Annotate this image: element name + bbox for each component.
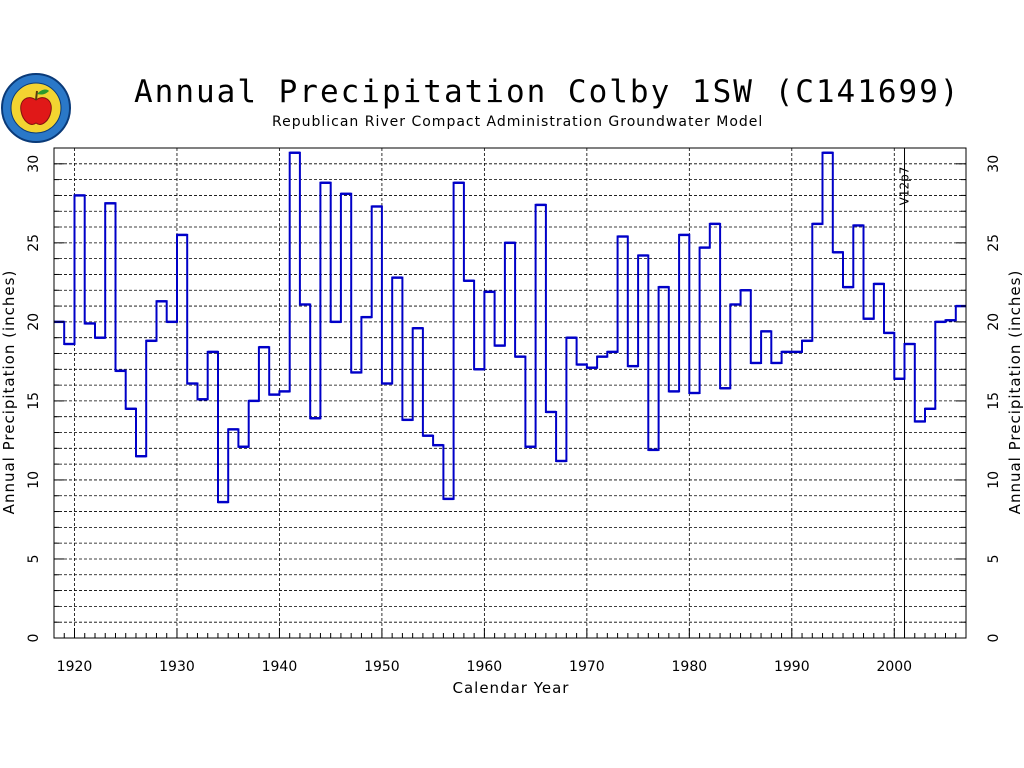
plot-frame <box>53 147 967 639</box>
y-tick-label-left: 30 <box>26 155 42 173</box>
y-tick-label-left: 10 <box>26 471 42 489</box>
y-axis-label-left: Annual Precipitation (inches) <box>0 270 18 515</box>
x-tick-label: 1980 <box>672 659 708 675</box>
x-tick-label: 1930 <box>159 659 195 675</box>
precipitation-series-line <box>54 151 966 504</box>
x-tick-label: 1940 <box>262 659 298 675</box>
chart-subtitle: Republican River Compact Administration … <box>272 114 764 130</box>
y-tick-label-left: 15 <box>26 392 42 410</box>
y-tick-label-left: 20 <box>26 313 42 331</box>
annotation-label: V12p7 <box>898 167 912 206</box>
y-tick-label-right: 30 <box>986 155 1002 173</box>
y-tick-label-right: 0 <box>986 634 1002 643</box>
y-tick-label-right: 10 <box>986 471 1002 489</box>
x-tick-label: 1990 <box>774 659 810 675</box>
y-tick-label-right: 25 <box>986 234 1002 252</box>
x-tick-label: 1960 <box>467 659 503 675</box>
x-axis-label: Calendar Year <box>453 679 570 697</box>
x-tick-label: 1950 <box>364 659 400 675</box>
y-tick-label-left: 0 <box>26 634 42 643</box>
chart-title: Annual Precipitation Colby 1SW (C141699) <box>134 74 961 110</box>
y-tick-label-right: 5 <box>986 555 1002 564</box>
y-tick-label-right: 15 <box>986 392 1002 410</box>
x-tick-label: 1970 <box>569 659 605 675</box>
x-tick-label: 1920 <box>57 659 93 675</box>
y-tick-label-left: 5 <box>26 555 42 564</box>
x-tick-label: 2000 <box>876 659 912 675</box>
apple-seal-logo <box>0 72 72 144</box>
y-tick-label-left: 25 <box>26 234 42 252</box>
y-axis-label-right: Annual Precipitation (inches) <box>1006 270 1024 515</box>
y-tick-label-right: 20 <box>986 313 1002 331</box>
